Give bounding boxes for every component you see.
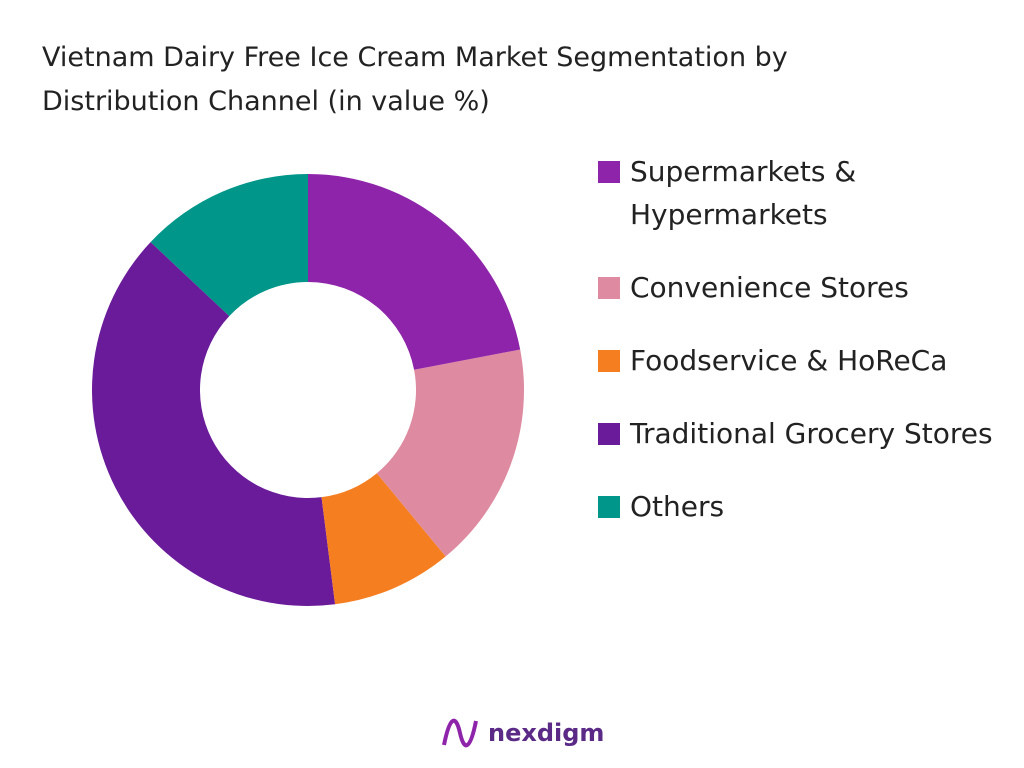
legend: Supermarkets & Hypermarkets Convenience S… bbox=[598, 150, 998, 558]
legend-item: Convenience Stores bbox=[598, 266, 998, 309]
legend-label: Traditional Grocery Stores bbox=[630, 417, 993, 450]
legend-swatch bbox=[598, 423, 620, 445]
legend-label: Foodservice & HoReCa bbox=[630, 344, 948, 377]
chart-title: Vietnam Dairy Free Ice Cream Market Segm… bbox=[42, 42, 788, 117]
legend-item: Foodservice & HoReCa bbox=[598, 339, 998, 382]
legend-item: Others bbox=[598, 485, 998, 528]
chart bbox=[92, 174, 524, 606]
legend-swatch bbox=[598, 161, 620, 183]
logo-icon bbox=[442, 718, 478, 748]
slice bbox=[321, 473, 446, 605]
slice bbox=[150, 174, 308, 317]
legend-swatch bbox=[598, 350, 620, 372]
legend-label: Others bbox=[630, 490, 725, 523]
slice bbox=[308, 174, 521, 370]
legend-swatch bbox=[598, 496, 620, 518]
legend-item: Traditional Grocery Stores bbox=[598, 412, 998, 455]
legend-label: Supermarkets & Hypermarkets bbox=[630, 155, 857, 231]
slice bbox=[92, 242, 336, 606]
brand-name: nexdigm bbox=[488, 719, 605, 747]
legend-label: Convenience Stores bbox=[630, 271, 909, 304]
legend-swatch bbox=[598, 277, 620, 299]
brand: nexdigm bbox=[440, 715, 604, 751]
slice bbox=[376, 349, 524, 557]
legend-item: Supermarkets & Hypermarkets bbox=[598, 150, 998, 236]
